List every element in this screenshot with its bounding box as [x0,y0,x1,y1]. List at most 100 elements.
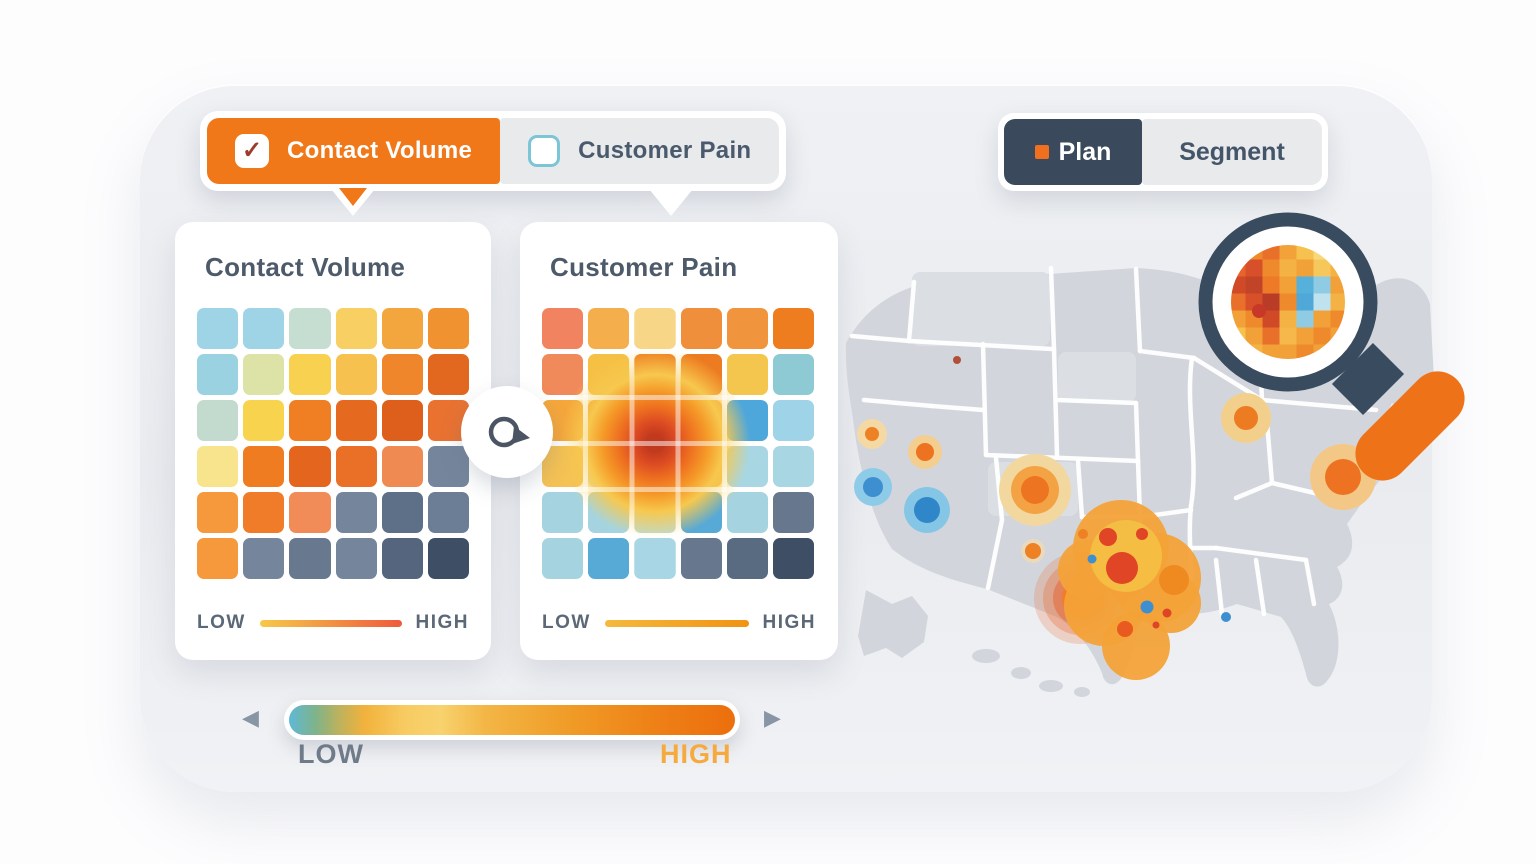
map-dot [1159,565,1189,595]
lens-mosaic-cell [1245,276,1263,294]
heatmap-cell [588,354,630,395]
heatmap-cell [335,446,377,487]
map-dot [1162,608,1172,618]
view-toggle: Plan Segment [998,113,1328,191]
heatmap-cell [289,308,331,349]
heatmap-cell [680,446,722,487]
tab-segment[interactable]: Segment [1142,119,1322,185]
heatmap-cell [197,446,239,487]
heatmap-cell [588,446,630,487]
heatmap-cell [381,538,423,579]
island [1074,687,1090,697]
card-title-contact-volume: Contact Volume [205,252,406,282]
map-bubble [1325,459,1361,495]
heatmap-cell [772,400,814,441]
lens-mosaic-cell [1296,293,1314,311]
lens-mosaic-cell [1245,327,1263,345]
heatmap-cell [335,308,377,349]
map-dot [1152,621,1160,629]
intensity-gradient [289,705,735,735]
lens-mosaic-cell [1296,327,1314,345]
lens-mosaic-cell [1313,276,1331,294]
heatmap-cell [243,354,285,395]
heatmap-cell [289,446,331,487]
map-dot [1106,552,1138,584]
heatmap-cell [680,308,722,349]
lens-mosaic-cell [1279,245,1297,260]
heatmap-cell [680,538,722,579]
legend-gradient-bar [604,619,749,627]
heatmap-cell [588,538,630,579]
heatmap-cell [542,538,584,579]
magnifier[interactable] [1150,173,1480,503]
heatmap-cell [289,400,331,441]
map-dot [1136,528,1148,540]
lens-mosaic-cell [1296,259,1314,277]
lens-mosaic-cell [1279,344,1297,359]
check-glyph: ✓ [241,137,263,164]
heatmap-cell [197,492,239,533]
lens-mosaic-cell [1262,259,1280,277]
heatmap-cell [680,400,722,441]
heatmap-cell [772,354,814,395]
heatmap-cell [634,308,676,349]
heatmap-cell [243,400,285,441]
map-bubble [914,497,940,523]
heatmap-cell [197,400,239,441]
lens-rim [1198,212,1378,392]
lens-mosaic-cell [1279,310,1297,328]
legend-low-label: LOW [542,612,591,633]
heatmap-cell [772,492,814,533]
lens-mosaic-cell [1313,310,1331,328]
island [972,649,1000,663]
heatmap-cell [634,538,676,579]
lens-mosaic-cell [1279,276,1297,294]
map-bubble [1021,476,1049,504]
heatmap-cell [726,538,768,579]
slider-right-arrow[interactable]: ▶ [764,705,781,730]
customer-pain-legend: LOW HIGH [542,612,816,634]
map-bubble [916,443,934,461]
heatmap-cell [588,308,630,349]
heatmap-cell [588,492,630,533]
map-dot [1140,600,1154,614]
state-shade [912,272,1050,346]
tab-plan[interactable]: Plan [1004,119,1142,185]
heatmap-cell [335,492,377,533]
alaska-shape [858,590,928,658]
tab-customer-pain[interactable]: Customer Pain [500,118,780,184]
tab-customer-pain-label: Customer Pain [578,137,752,164]
contact-volume-card: Contact Volume LOW HIGH [175,222,491,660]
heatmap-cell [243,308,285,349]
heatmap-cell [381,446,423,487]
lens-mosaic-cell [1279,327,1297,345]
checkbox-unchecked-icon[interactable] [528,135,561,167]
heatmap-cell [243,492,285,533]
legend-gradient-bar [259,619,402,627]
magnifier-handle [1331,342,1465,481]
slider-left-arrow[interactable]: ◀ [242,705,259,730]
map-bubble [863,477,883,497]
intensity-slider[interactable] [284,700,740,740]
heatmap-cell [772,308,814,349]
heatmap-cell [381,492,423,533]
lens-mosaic-cell [1313,293,1331,311]
checkbox-checked-icon[interactable]: ✓ [235,134,269,168]
heatmap-cell [381,400,423,441]
heatmap-cell [726,400,768,441]
map-dot [1078,529,1088,539]
heatmap-cell [542,354,584,395]
lens-red-dot [1252,304,1266,318]
contact-volume-heatmap [197,308,469,579]
tab-contact-volume[interactable]: ✓ Contact Volume [207,118,501,184]
compare-swap-button[interactable] [461,386,553,478]
slider-high-label: HIGH [660,739,732,769]
lens-mosaic-cell [1279,293,1297,311]
legend-high-label: HIGH [762,612,816,633]
lens-mosaic-cell [1296,276,1314,294]
heatmap-cell [427,446,469,487]
heatmap-cell [197,308,239,349]
lens-mosaic-cell [1245,259,1263,277]
heatmap-cell [289,354,331,395]
customer-pain-heatmap [542,308,814,579]
